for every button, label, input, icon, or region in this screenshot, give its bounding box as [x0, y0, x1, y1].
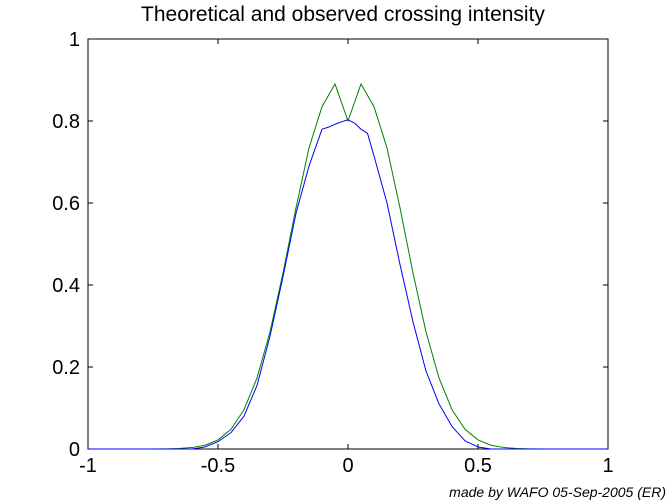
y-tick-label: 0.8 — [52, 111, 80, 133]
plot-area-frame — [87, 38, 609, 450]
x-tick-label: 1 — [602, 455, 613, 477]
y-tick-label: 1 — [69, 29, 80, 51]
x-tick-label: 0.5 — [464, 455, 492, 477]
axis-ticks: -1 -0.5 0 0.5 1 0 0.2 0.4 0.6 0.8 1 — [52, 29, 613, 477]
series-layer — [88, 83, 608, 450]
x-tick-label: -0.5 — [201, 455, 235, 477]
series-line-blue — [88, 119, 608, 450]
y-tick-label: 0.2 — [52, 357, 80, 379]
credit-note: made by WAFO 05-Sep-2005 (ER) — [449, 484, 666, 500]
chart-title: Theoretical and observed crossing intens… — [141, 3, 545, 26]
y-tick-label: 0.6 — [52, 193, 80, 215]
x-tick-label: 0 — [342, 455, 353, 477]
y-tick-label: 0.4 — [52, 275, 80, 297]
x-tick-label: -1 — [79, 455, 97, 477]
y-tick-label: 0 — [69, 439, 80, 461]
